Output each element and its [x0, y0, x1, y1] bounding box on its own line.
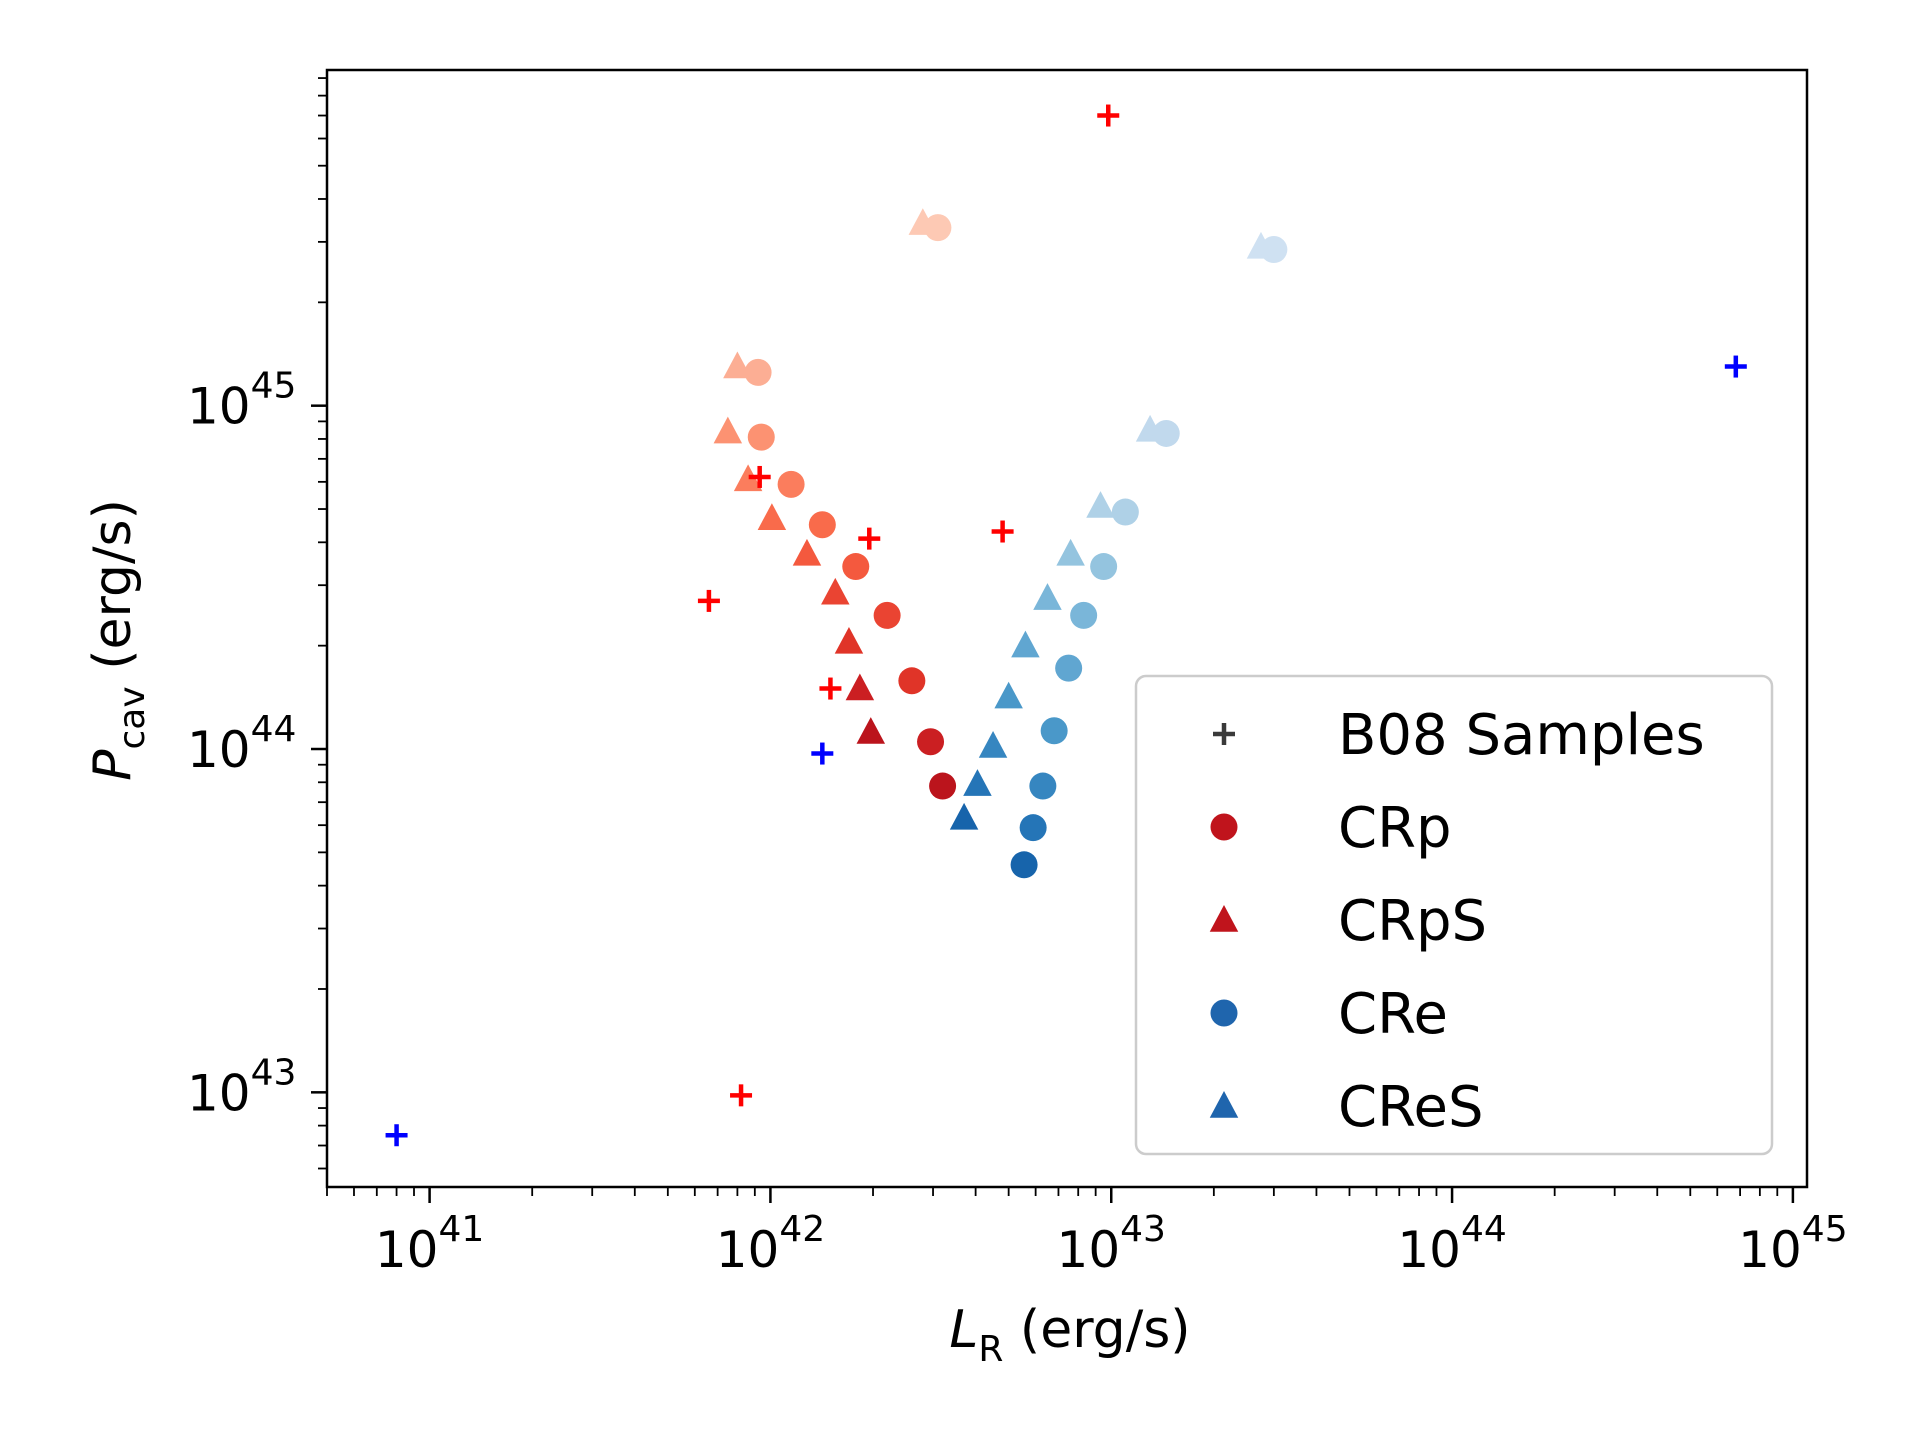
y-tick-label: 1045: [187, 366, 296, 436]
x-tick-label: 1044: [1397, 1209, 1506, 1279]
plot-area: [325, 68, 1809, 1189]
legend-marker-plus: [1213, 723, 1235, 745]
crp-point: [924, 214, 952, 242]
crp-point: [917, 728, 945, 756]
crp-point: [744, 358, 772, 386]
cre-point: [1152, 419, 1180, 447]
cres-point: [1033, 583, 1062, 610]
b08-sample-point: [991, 520, 1014, 543]
cres-point: [978, 731, 1008, 758]
legend-label: CRp: [1338, 796, 1452, 861]
crp-point: [873, 601, 901, 629]
crps-point: [834, 626, 864, 654]
b08-sample-point: [730, 1084, 753, 1107]
y-axis-label: Pcav (erg/s): [83, 499, 153, 781]
crps-point: [845, 673, 875, 701]
legend-box: [1134, 674, 1774, 1156]
cres-point: [1086, 491, 1115, 518]
crp-point: [777, 470, 805, 498]
crp-point: [808, 511, 836, 539]
legend-label: CRe: [1338, 982, 1448, 1047]
x-axis: 1041 1042 1043 1044 1045: [326, 1187, 1848, 1279]
cre-point: [1070, 601, 1098, 629]
x-tick-label: 1041: [375, 1209, 484, 1279]
crp-point: [842, 553, 870, 581]
cres-point: [949, 802, 979, 830]
cre-point: [1019, 814, 1047, 842]
cre-point: [1260, 236, 1288, 264]
b08-sample-point: [1097, 104, 1120, 127]
b08-sample-point: [748, 465, 771, 488]
x-axis-label: LR (erg/s): [949, 1300, 1190, 1370]
legend-label: B08 Samples: [1338, 703, 1705, 768]
legend-marker-circle: [1210, 813, 1238, 841]
x-tick-label: 1045: [1738, 1209, 1847, 1279]
b08-sample-point: [819, 677, 842, 700]
legend-marker-circle: [1210, 999, 1238, 1027]
legend: B08 Samples CRp CRpS CRe CReS: [1134, 674, 1774, 1156]
legend-marker-triangle: [1209, 1091, 1239, 1118]
b08-sample-point: [811, 742, 834, 765]
crps-point: [713, 416, 743, 444]
data-points: [385, 104, 1747, 1147]
y-tick-label: 1043: [187, 1052, 296, 1122]
cre-point: [1029, 772, 1057, 800]
y-axis: 1043 1044 1045: [187, 77, 327, 1170]
cre-point: [1010, 851, 1038, 879]
crps-point: [733, 464, 763, 492]
axes-frame: [325, 68, 1809, 1189]
cres-point: [963, 769, 992, 796]
b08-sample-point: [858, 527, 881, 550]
cres-point: [994, 681, 1023, 709]
crps-point: [792, 538, 822, 566]
cres-point: [1056, 538, 1085, 566]
cre-point: [1111, 498, 1139, 526]
legend-label: CRpS: [1338, 889, 1487, 954]
legend-marker-triangle: [1209, 905, 1239, 932]
crp-point: [747, 423, 775, 451]
cre-point: [1090, 553, 1118, 581]
crps-point: [723, 351, 752, 379]
cre-point: [1040, 717, 1068, 745]
b08-sample-point: [697, 589, 720, 612]
crps-point: [856, 717, 886, 744]
crps-point: [821, 577, 850, 605]
legend-label: CReS: [1338, 1075, 1484, 1140]
cres-point: [1011, 630, 1040, 658]
crp-point: [929, 772, 957, 800]
crp-point: [898, 667, 926, 695]
b08-sample-point: [385, 1124, 408, 1147]
y-tick-label: 1044: [187, 709, 296, 779]
cre-point: [1055, 654, 1083, 682]
crps-point: [757, 503, 787, 530]
x-tick-label: 1043: [1057, 1209, 1166, 1279]
x-tick-label: 1042: [716, 1209, 825, 1279]
b08-sample-point: [1724, 355, 1747, 378]
